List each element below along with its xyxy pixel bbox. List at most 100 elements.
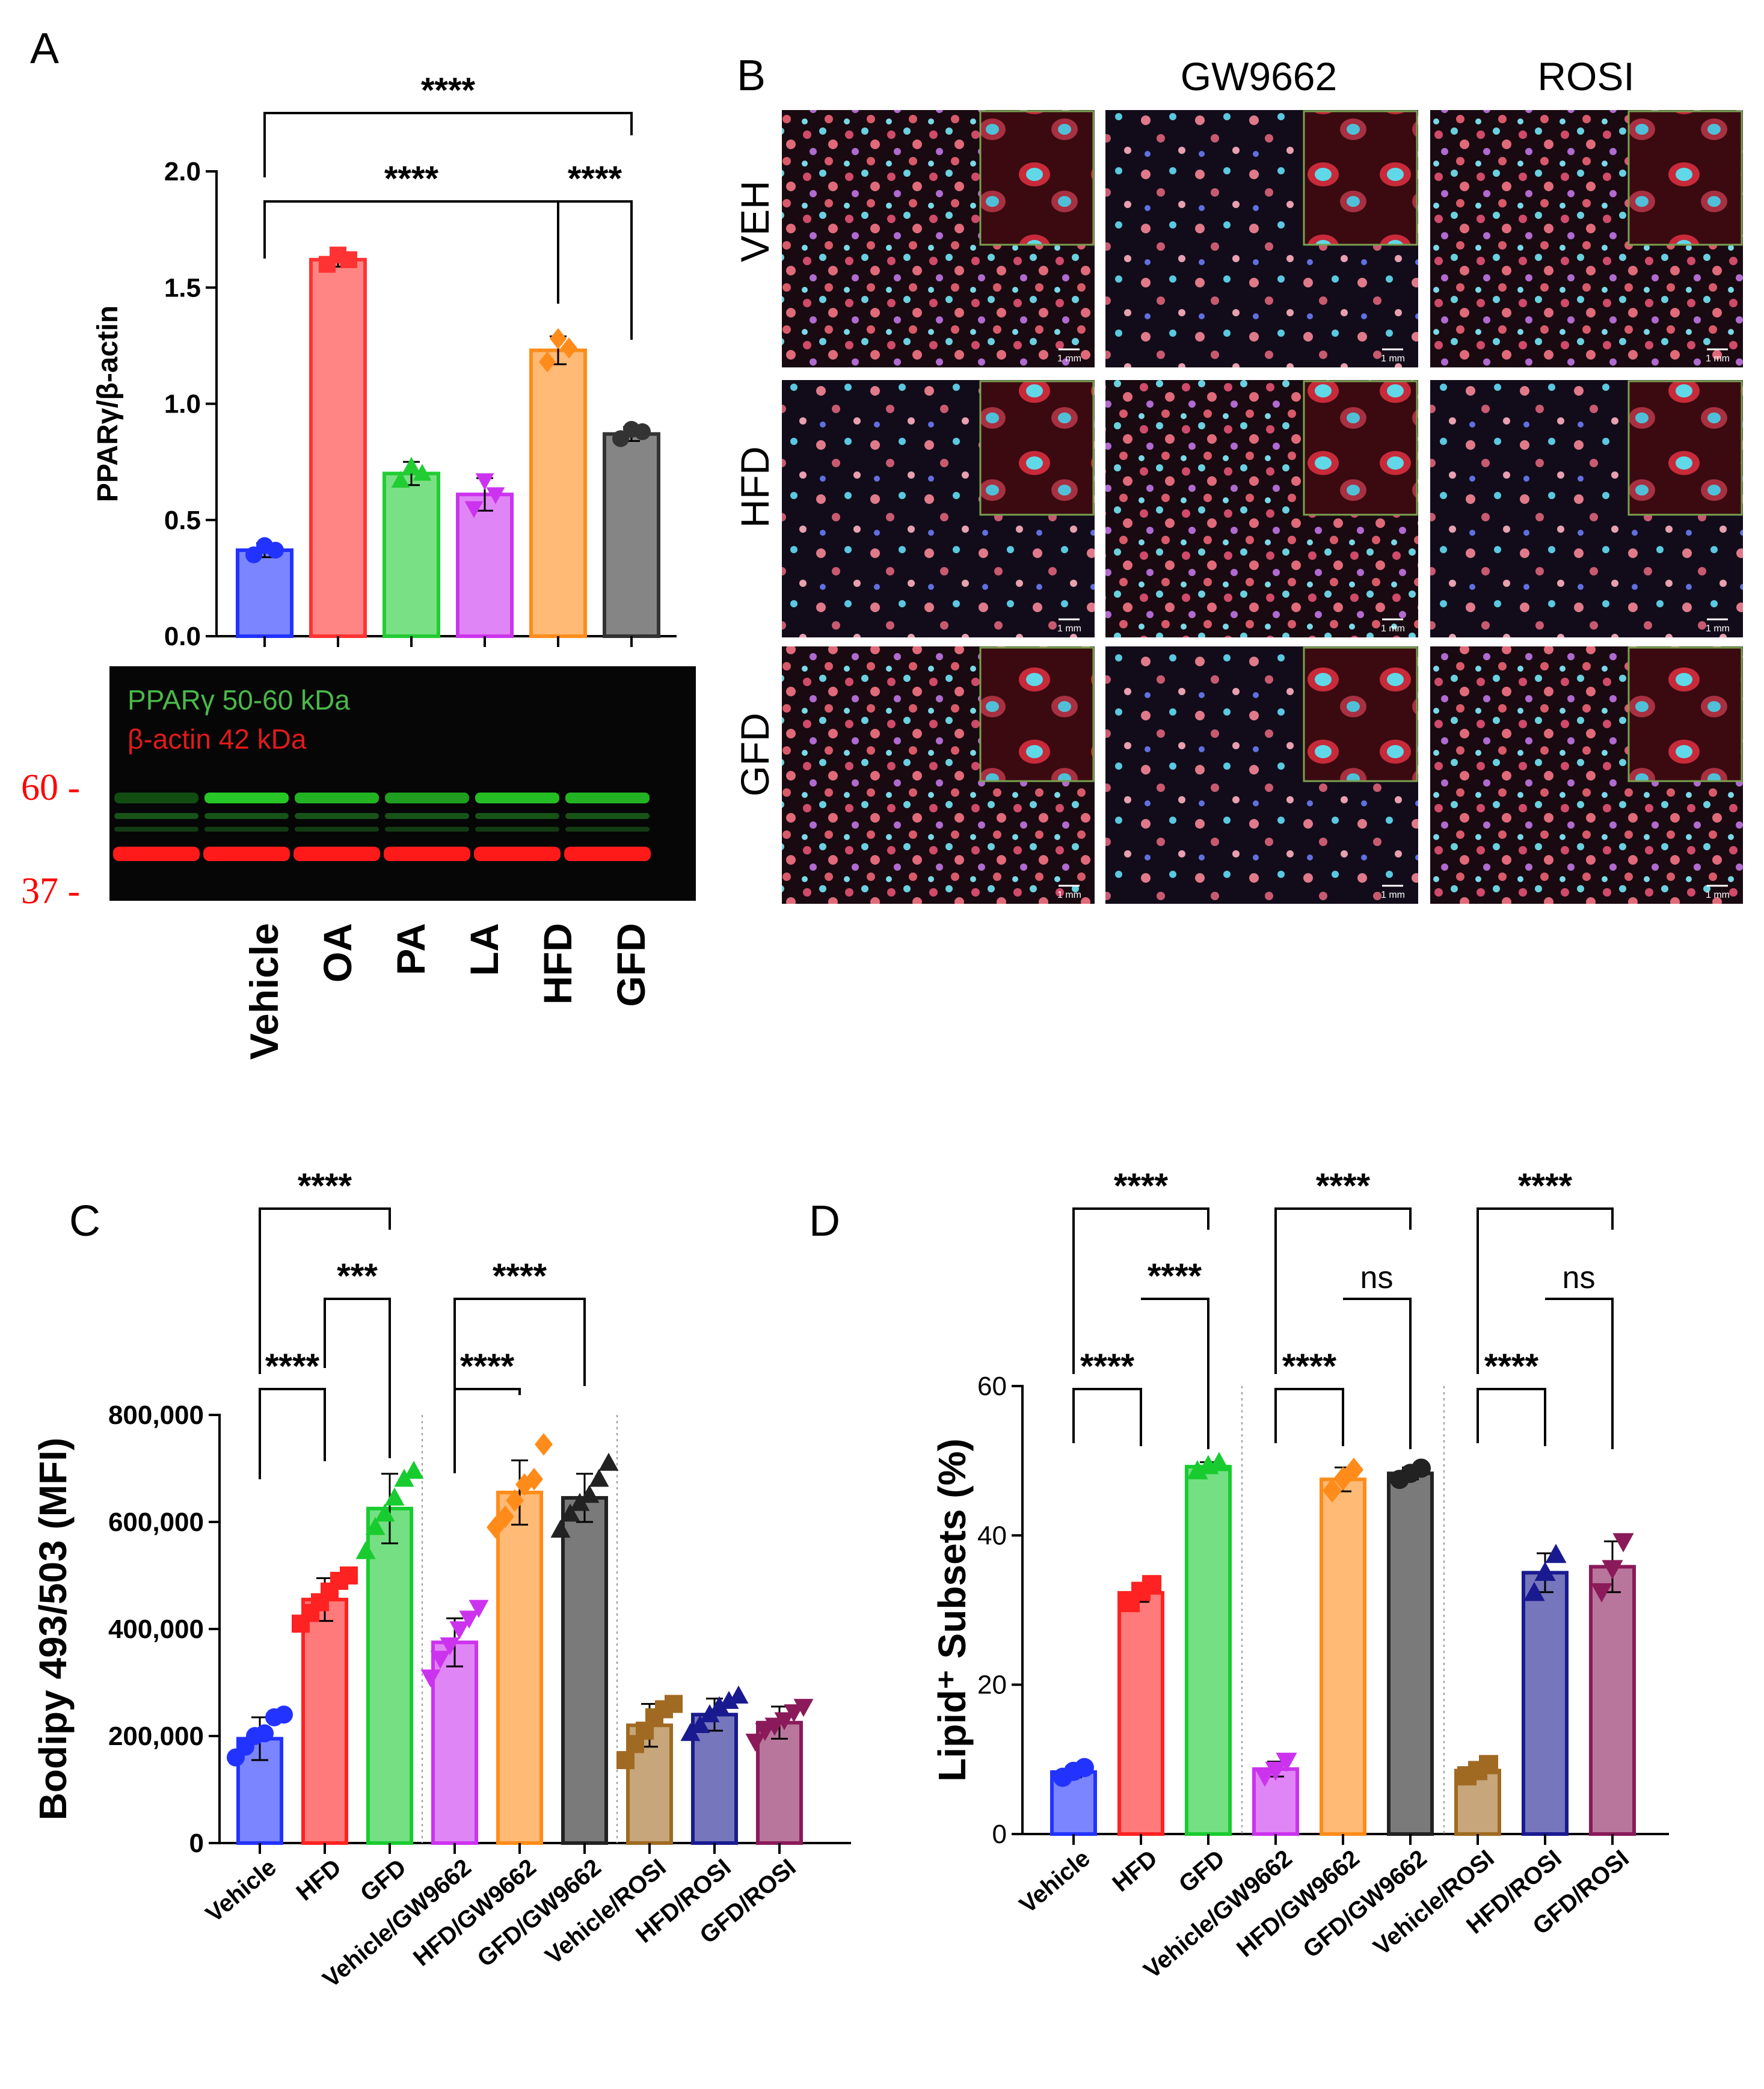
point-hfd-rosi — [690, 1714, 710, 1733]
point-hfd-rosi — [1523, 1581, 1545, 1601]
y-tick-label: 0 — [189, 1829, 204, 1858]
point-hfd-gw9662 — [535, 1433, 553, 1456]
significance-label: **** — [1114, 1167, 1169, 1206]
point-vehicle — [256, 1724, 274, 1743]
point-gfd-rosi — [755, 1723, 775, 1741]
bar-oa — [309, 257, 367, 638]
bar-hfd-rosi — [691, 1713, 738, 1845]
y-tick-label: 0.5 — [164, 506, 201, 535]
bar-hfd-rosi — [1522, 1571, 1569, 1836]
point-oa — [340, 251, 357, 268]
marker-60: 60 - — [21, 767, 80, 808]
scale-bar-label: 1 mm — [1706, 624, 1730, 634]
scale-bar-label: 1 mm — [1381, 624, 1405, 634]
significance-bracket — [324, 1298, 391, 1458]
point-vehicle-gw9662 — [469, 1600, 489, 1618]
point-gfd-gw9662 — [579, 1485, 600, 1503]
band-ppar-faint — [475, 827, 559, 832]
point-pa — [402, 456, 421, 474]
bar-hfd — [529, 348, 587, 638]
point-hfd-gw9662 — [1344, 1458, 1363, 1482]
significance-bracket — [1545, 1298, 1614, 1449]
point-pa — [413, 464, 432, 481]
y-tick-label: 1.0 — [164, 390, 201, 419]
point-hfd-rosi — [728, 1686, 749, 1704]
scale-bar-label: 1 mm — [1057, 890, 1081, 900]
significance-bracket — [1274, 1388, 1344, 1446]
significance-bracket — [558, 200, 633, 340]
y-tick-label: 600,000 — [108, 1508, 204, 1537]
x-tick-label-pa: PA — [389, 923, 433, 975]
significance-bracket — [1477, 1207, 1614, 1374]
significance-bracket — [1343, 1298, 1412, 1449]
scale-bar-label: 1 mm — [1381, 890, 1405, 900]
significance-label: **** — [1316, 1167, 1371, 1206]
western-blot: PPARγ 50-60 kDa β-actin 42 kDa 60 - 37 - — [21, 666, 696, 912]
y-tick-label: 0 — [992, 1820, 1007, 1849]
y-tick-label: 40 — [977, 1521, 1007, 1550]
band-actin — [293, 847, 380, 861]
point-gfd — [384, 1487, 405, 1506]
col-header-gw9662: GW9662 — [1181, 54, 1337, 99]
point-gfd — [404, 1461, 424, 1479]
band-ppar-lower — [204, 813, 289, 819]
band-ppar — [295, 793, 379, 803]
panel-b-label: B — [737, 52, 766, 100]
blot-bands — [113, 793, 651, 861]
bar-gfd-rosi — [1589, 1565, 1636, 1836]
row-label-hfd: HFD — [733, 446, 777, 528]
point-gfd — [365, 1517, 386, 1535]
point-hfd-rosi — [719, 1690, 739, 1709]
point-vehicle-gw9662 — [430, 1651, 450, 1669]
scale-bar-label: 1 mm — [1381, 354, 1405, 364]
band-ppar-lower — [295, 813, 379, 819]
bar-gfd — [366, 1506, 413, 1845]
bar-hfd-gw9662 — [496, 1491, 543, 1845]
scale-bar-label: 1 mm — [1057, 624, 1081, 634]
marker-37: 37 - — [21, 871, 80, 912]
micrograph-inset — [1303, 110, 1418, 246]
bar-pa — [383, 471, 440, 638]
point-hfd-rosi — [699, 1704, 720, 1723]
point-gfd-rosi — [1591, 1583, 1612, 1603]
bar-gfd-gw9662 — [1387, 1471, 1434, 1836]
point-gfd-rosi — [793, 1699, 814, 1717]
significance-bracket — [1072, 1388, 1142, 1446]
band-actin — [384, 847, 470, 861]
band-actin — [564, 847, 651, 861]
point-hfd — [561, 337, 577, 359]
point-gfd-gw9662 — [1412, 1458, 1431, 1478]
significance-label: **** — [493, 1257, 547, 1296]
point-gfd — [634, 423, 651, 440]
significance-label: ns — [1360, 1260, 1394, 1295]
panel-c-label: C — [69, 1197, 100, 1245]
y-tick-label: 60 — [977, 1372, 1007, 1401]
x-tick-label-hfd: HFD — [1108, 1845, 1163, 1897]
point-hfd-gw9662 — [525, 1468, 543, 1491]
micrograph-inset — [1303, 646, 1418, 782]
bar-gfd-gw9662 — [561, 1495, 608, 1845]
significance-bracket — [259, 1388, 326, 1479]
significance-label: **** — [1518, 1167, 1573, 1206]
micrograph-inset — [1627, 380, 1743, 516]
significance-bracket — [1072, 1207, 1209, 1374]
point-la — [475, 473, 494, 491]
significance-bracket — [453, 1388, 521, 1473]
x-tick-label-gfd: GFD — [609, 923, 653, 1007]
point-gfd-rosi — [1612, 1533, 1634, 1553]
point-vehicle-gw9662 — [1276, 1752, 1297, 1772]
col-header-rosi: ROSI — [1537, 54, 1634, 99]
point-vehicle-gw9662 — [1265, 1761, 1286, 1781]
significance-label: ns — [1563, 1260, 1596, 1295]
bar-hfd — [301, 1598, 348, 1845]
scale-bar-label: 1 mm — [1057, 354, 1081, 364]
bar-la — [456, 492, 514, 638]
y-tick-label: 400,000 — [108, 1615, 204, 1644]
point-gfd-rosi — [764, 1717, 785, 1736]
band-actin — [203, 847, 290, 861]
band-ppar-faint — [565, 827, 650, 832]
panel-a-label: A — [30, 25, 59, 73]
significance-bracket — [263, 200, 559, 304]
significance-bracket — [259, 1207, 391, 1374]
point-hfd-rosi — [709, 1696, 730, 1714]
